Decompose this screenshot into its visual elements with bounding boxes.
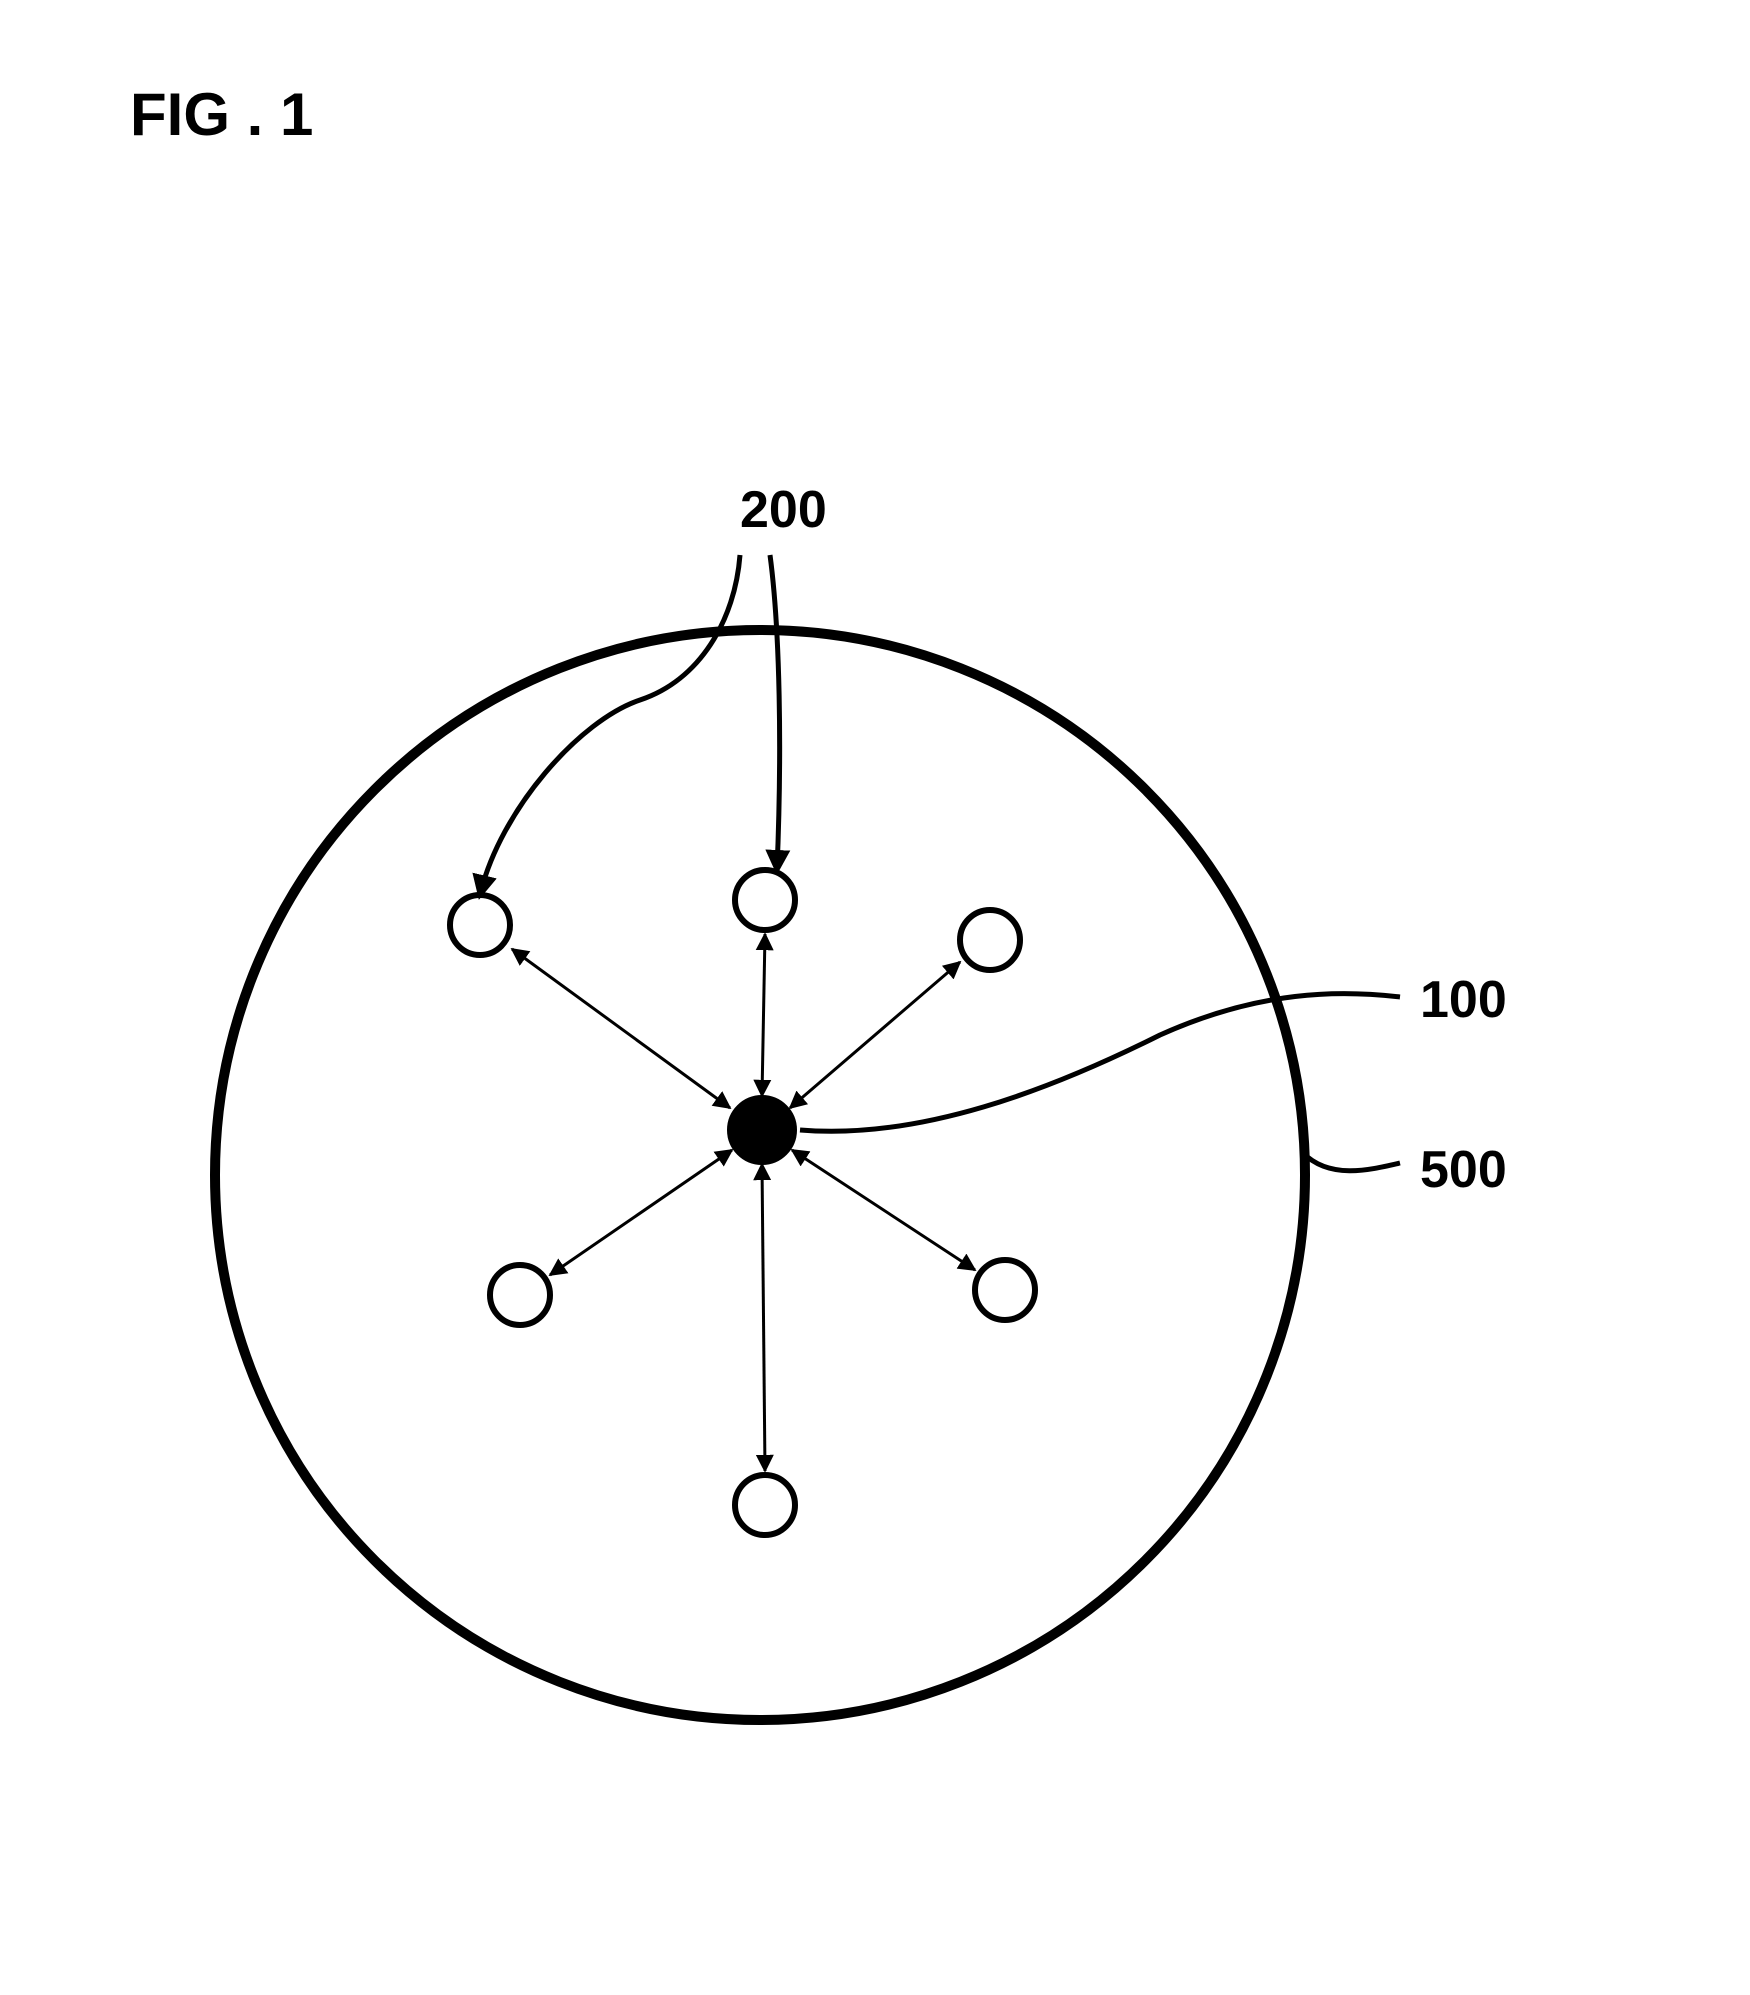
center-node	[729, 1097, 795, 1163]
network-diagram	[0, 0, 1750, 1995]
spoke-arrow-0	[512, 949, 730, 1108]
peripheral-node-2	[960, 910, 1020, 970]
spoke-arrow-2	[790, 962, 960, 1108]
leader-line-500	[1303, 1153, 1400, 1171]
spoke-arrow-1	[762, 934, 765, 1096]
spoke-arrow-5	[550, 1150, 732, 1275]
peripheral-node-0	[450, 895, 510, 955]
leader-line-100	[800, 994, 1400, 1132]
peripheral-node-5	[490, 1265, 550, 1325]
spoke-arrow-3	[792, 1150, 975, 1270]
outer-circle	[215, 630, 1305, 1720]
leader-line-200-left	[480, 555, 740, 895]
peripheral-node-4	[735, 1475, 795, 1535]
peripheral-node-3	[975, 1260, 1035, 1320]
peripheral-node-1	[735, 870, 795, 930]
spoke-arrow-4	[762, 1164, 765, 1471]
leader-line-200-right	[770, 555, 780, 870]
